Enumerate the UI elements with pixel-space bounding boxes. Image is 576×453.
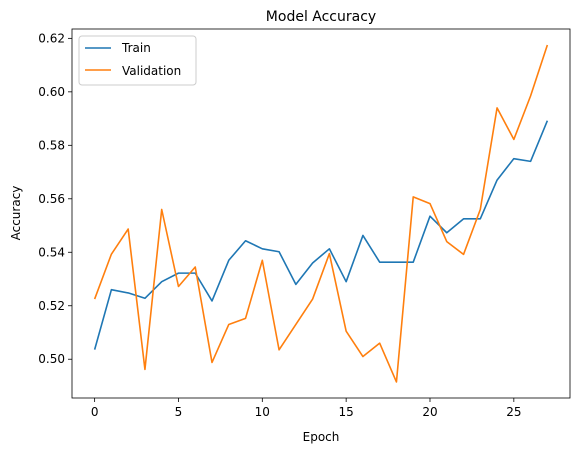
series-line-train: [93, 120, 549, 350]
legend-entry-train: Train: [121, 41, 151, 55]
x-tick-label: 0: [91, 405, 99, 419]
chart-title: Model Accuracy: [266, 9, 376, 25]
legend-entry-validation: Validation: [122, 64, 181, 78]
x-axis-label: Epoch: [303, 430, 340, 444]
y-tick-label: 0.60: [38, 85, 65, 99]
y-tick-label: 0.56: [38, 192, 65, 206]
y-tick-label: 0.50: [38, 352, 65, 366]
y-tick-label: 0.58: [38, 138, 65, 152]
legend: Train Validation: [78, 35, 197, 86]
x-tick-label: 10: [255, 405, 270, 419]
x-tick-label: 5: [175, 405, 183, 419]
x-tick-label: 20: [422, 405, 437, 419]
x-tick-label: 25: [506, 405, 521, 419]
y-tick-label: 0.54: [38, 245, 65, 259]
x-tick-label: 15: [339, 405, 354, 419]
plot-area-frame: [71, 28, 571, 399]
y-tick-label: 0.52: [38, 299, 65, 313]
series-line-validation: [93, 44, 549, 383]
y-tick-label: 0.62: [38, 31, 65, 45]
y-axis-label: Accuracy: [9, 186, 23, 241]
